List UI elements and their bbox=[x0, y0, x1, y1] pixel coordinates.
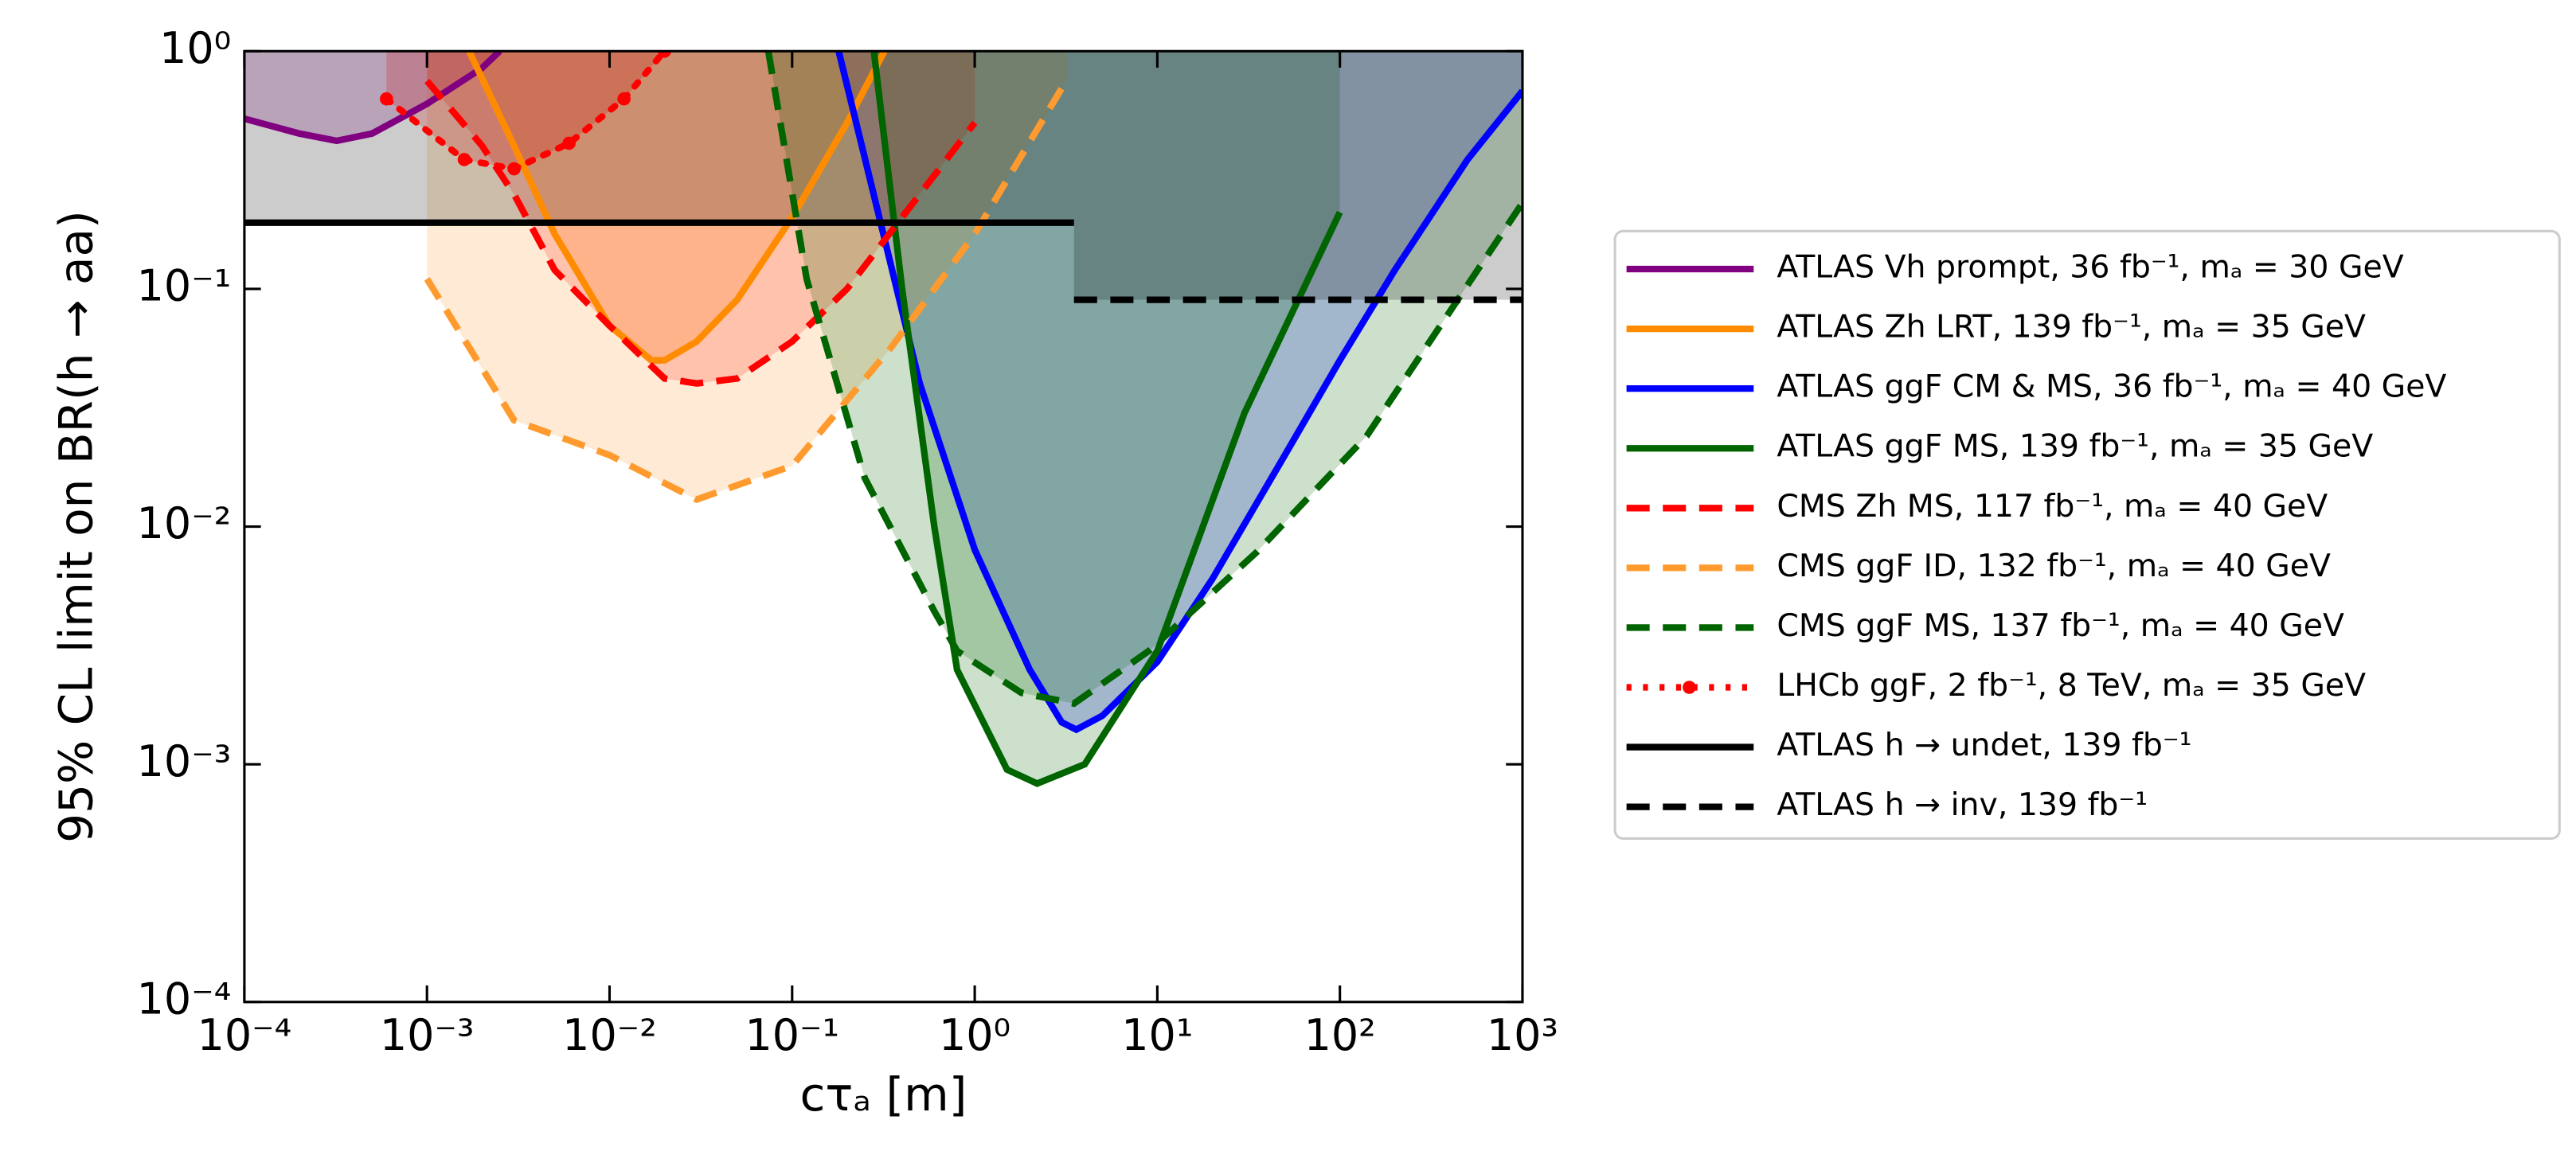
x-tick-label: 10² bbox=[1304, 1010, 1376, 1060]
series-line bbox=[424, 78, 978, 387]
series-fill bbox=[244, 51, 1074, 223]
series-marker bbox=[658, 51, 671, 58]
series-fill bbox=[768, 51, 1523, 704]
legend-label: ATLAS Zh LRT, 139 fb⁻¹, mₐ = 35 GeV bbox=[1777, 309, 2366, 345]
x-tick-label: 10⁻¹ bbox=[745, 1010, 839, 1060]
series-marker bbox=[507, 162, 521, 176]
y-tick-label: 10⁻³ bbox=[137, 736, 232, 786]
series-line bbox=[383, 51, 668, 173]
series-fill bbox=[427, 51, 1067, 500]
series-line bbox=[764, 51, 1523, 708]
legend-label: ATLAS h → undet, 139 fb⁻¹ bbox=[1777, 727, 2191, 763]
series-fill bbox=[244, 51, 500, 141]
series-fill bbox=[874, 51, 1340, 784]
y-tick-label: 10⁻² bbox=[137, 498, 232, 548]
series-marker bbox=[562, 136, 576, 150]
legend-box bbox=[1613, 229, 2561, 841]
series-line bbox=[244, 51, 502, 145]
series-marker bbox=[617, 92, 631, 106]
legend-label: ATLAS h → inv, 139 fb⁻¹ bbox=[1777, 786, 2148, 823]
legend-label: ATLAS ggF MS, 139 fb⁻¹, mₐ = 35 GeV bbox=[1777, 428, 2373, 465]
x-tick-label: 10⁻³ bbox=[380, 1010, 475, 1060]
x-axis-label: cτₐ [m] bbox=[799, 1067, 967, 1122]
legend-label: CMS Zh MS, 117 fb⁻¹, mₐ = 40 GeV bbox=[1777, 488, 2328, 525]
series-fill bbox=[386, 51, 665, 170]
y-tick-label: 10⁻¹ bbox=[137, 261, 232, 311]
legend-label: CMS ggF ID, 132 fb⁻¹, mₐ = 40 GeV bbox=[1777, 548, 2331, 584]
y-tick-label: 10⁻⁴ bbox=[137, 974, 232, 1024]
series-marker bbox=[380, 92, 393, 106]
lines bbox=[244, 51, 1523, 787]
y-axis-label: 95% CL limit on BR(h → aa) bbox=[49, 210, 104, 843]
legend-label: CMS ggF MS, 137 fb⁻¹, mₐ = 40 GeV bbox=[1777, 607, 2344, 644]
x-tick-label: 10³ bbox=[1487, 1010, 1558, 1060]
x-tick-label: 10⁻² bbox=[562, 1010, 657, 1060]
series-fill bbox=[1073, 51, 1523, 300]
series-line bbox=[466, 51, 888, 364]
legend-label: LHCb ggF, 2 fb⁻¹, 8 TeV, mₐ = 35 GeV bbox=[1777, 667, 2366, 704]
x-tick-label: 10¹ bbox=[1121, 1010, 1193, 1060]
series-line bbox=[424, 77, 1070, 504]
legend-label: ATLAS ggF CM & MS, 36 fb⁻¹, mₐ = 40 GeV bbox=[1777, 369, 2446, 405]
legend-label: ATLAS Vh prompt, 36 fb⁻¹, mₐ = 30 GeV bbox=[1777, 249, 2403, 286]
legend-marker bbox=[1683, 681, 1696, 694]
x-tick-label: 10⁻⁴ bbox=[197, 1010, 292, 1060]
series-marker bbox=[457, 153, 471, 166]
y-tick-label: 10⁰ bbox=[159, 23, 231, 73]
series-line bbox=[870, 51, 1343, 787]
fills bbox=[244, 51, 1523, 784]
x-tick-label: 10⁰ bbox=[939, 1010, 1010, 1060]
